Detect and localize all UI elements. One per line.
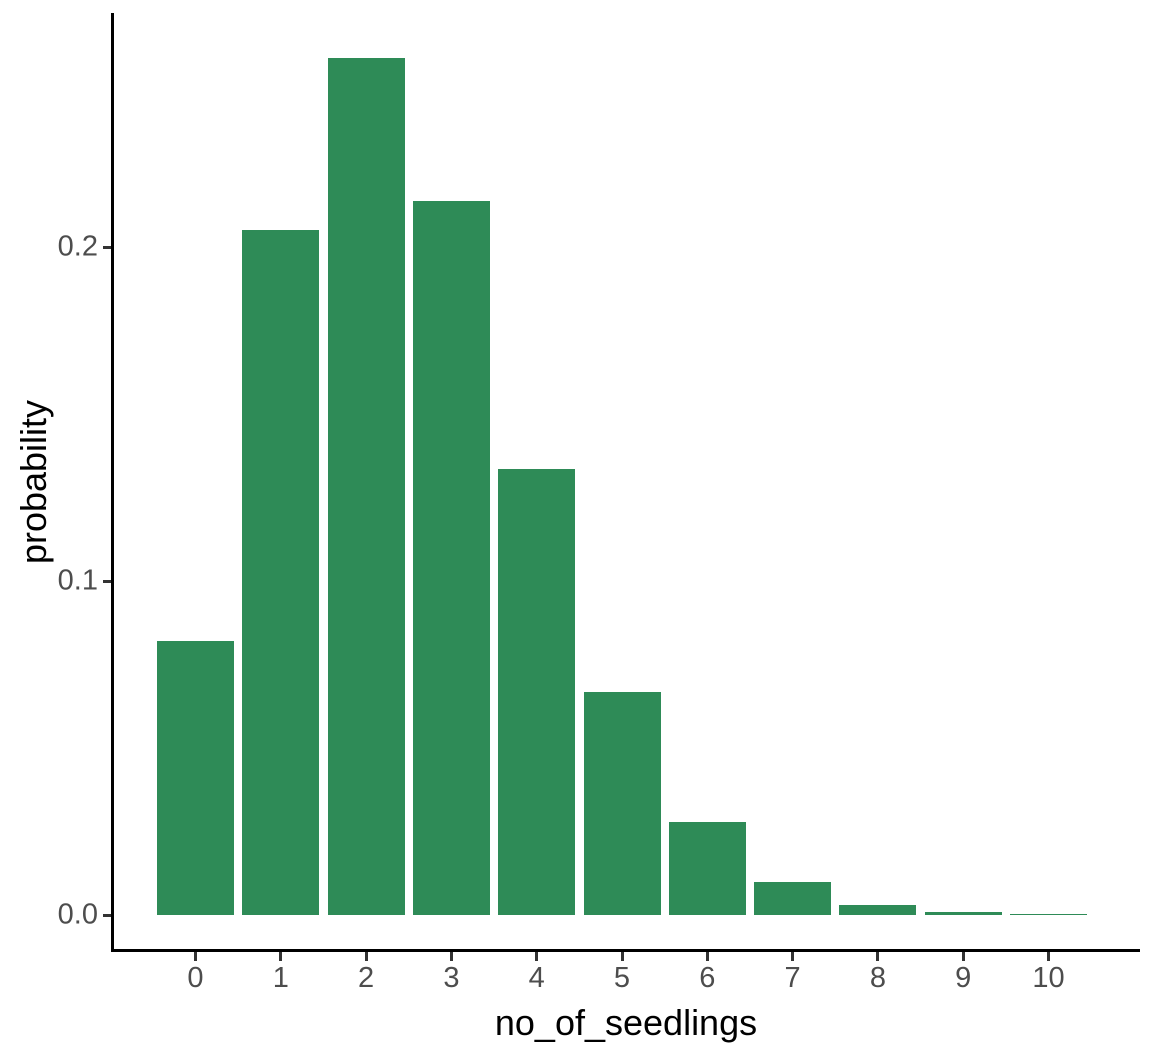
y-tick-label-0.1: 0.1 (57, 564, 98, 597)
x-tick-mark-1 (279, 952, 283, 961)
x-tick-label-2: 2 (358, 962, 375, 994)
bar-9 (924, 911, 1002, 915)
x-tick-mark-4 (535, 952, 539, 961)
x-tick-mark-10 (1047, 952, 1050, 961)
x-tick-label-8: 8 (869, 962, 886, 994)
y-tick-label-0.2: 0.2 (57, 230, 98, 263)
bar-0 (157, 640, 234, 915)
x-tick-mark-7 (791, 952, 795, 961)
x-tick-label-9: 9 (955, 962, 972, 994)
bar-4 (498, 468, 576, 915)
bar-5 (583, 691, 661, 915)
y-axis-title: probability (13, 399, 54, 565)
x-tick-mark-9 (961, 952, 965, 961)
x-tick-mark-8 (876, 952, 880, 961)
x-tick-mark-6 (705, 952, 709, 961)
x-tick-label-6: 6 (699, 962, 716, 994)
bar-2 (327, 58, 405, 915)
x-tick-label-7: 7 (784, 962, 801, 994)
x-tick-mark-5 (620, 952, 624, 961)
x-tick-mark-2 (364, 952, 368, 961)
y-tick-mark-0.1 (103, 579, 111, 583)
x-tick-label-1: 1 (272, 962, 289, 994)
x-tick-label-10: 10 (1032, 962, 1065, 994)
x-axis-title: no_of_seedlings (494, 1002, 758, 1043)
y-axis-line (111, 13, 114, 952)
x-axis-line (111, 949, 1140, 952)
y-tick-mark-0.0 (103, 913, 111, 917)
bar-3 (412, 200, 490, 915)
bar-1 (242, 229, 320, 915)
y-tick-label-0.0: 0.0 (57, 898, 98, 931)
x-tick-mark-0 (194, 952, 197, 961)
bar-8 (839, 904, 917, 915)
x-tick-label-4: 4 (528, 962, 545, 994)
x-tick-label-3: 3 (443, 962, 460, 994)
x-tick-label-0: 0 (187, 962, 204, 994)
x-tick-label-5: 5 (613, 962, 631, 994)
y-tick-mark-0.2 (103, 245, 111, 249)
bar-6 (668, 822, 746, 915)
bar-10 (1010, 914, 1087, 915)
x-tick-mark-3 (449, 952, 453, 961)
bar-7 (754, 881, 832, 915)
